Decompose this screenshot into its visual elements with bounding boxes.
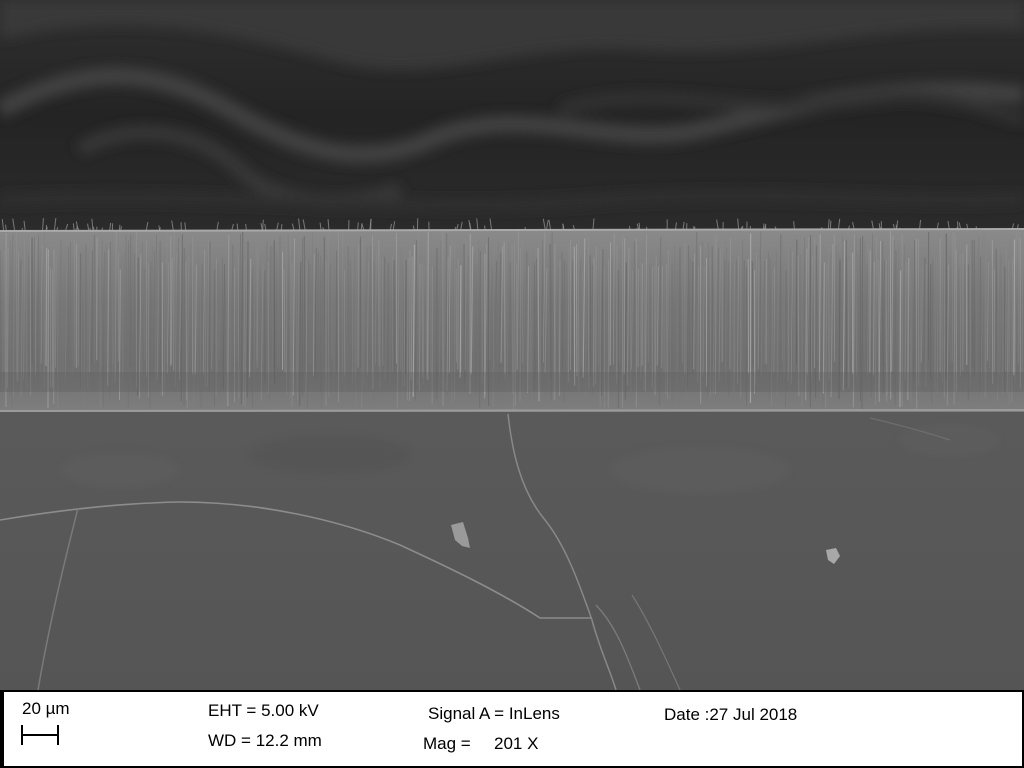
substrate-cracks (0, 413, 951, 690)
eht-value: EHT = 5.00 kV (208, 701, 319, 720)
working-distance: WD = 12.2 mm (208, 731, 322, 750)
signal-detector: Signal A = InLens (428, 704, 560, 723)
particle (451, 522, 470, 548)
magnification-value: 201 X (494, 734, 539, 753)
layer-top-edge (0, 228, 1024, 232)
scale-bar-label: 20 µm (22, 699, 70, 718)
background-waves (0, 0, 1024, 210)
sem-micrograph (0, 0, 1024, 690)
scale-bar (21, 725, 59, 745)
substrate-patches (60, 424, 1000, 494)
magnification-label: Mag = (423, 734, 471, 753)
particle (826, 548, 840, 564)
acquisition-date: Date :27 Jul 2018 (664, 705, 798, 724)
sem-image (0, 0, 1024, 690)
substrate (0, 412, 1024, 690)
nanowire-texture (0, 217, 1024, 410)
sem-info-bar: 20 µm EHT = 5.00 kV WD = 12.2 mm Signal … (2, 690, 1024, 768)
layer-bottom-edge (0, 409, 1024, 412)
